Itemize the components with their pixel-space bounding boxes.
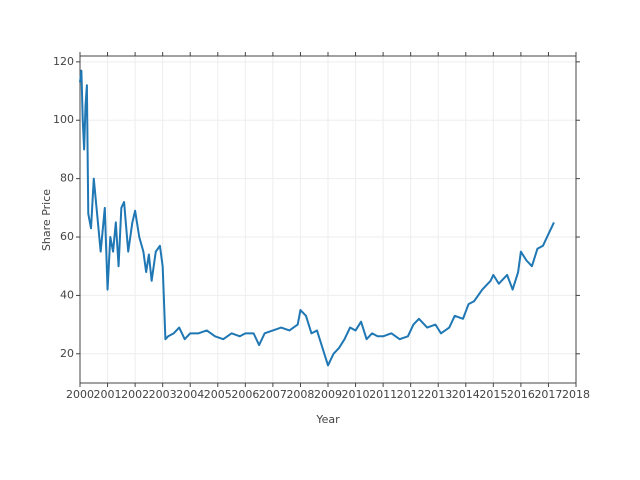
plot-frame [79, 55, 577, 384]
y-tick-label: 120 [53, 55, 74, 68]
x-tick-label: 2014 [452, 388, 480, 401]
y-tick-label: 80 [60, 172, 74, 185]
x-tick-label: 2016 [507, 388, 535, 401]
y-axis-label: Share Price [40, 189, 53, 251]
x-tick-label: 2013 [424, 388, 452, 401]
x-tick-label: 2009 [314, 388, 342, 401]
x-tick-label: 2012 [397, 388, 425, 401]
x-tick-label: 2015 [479, 388, 507, 401]
x-tick-label: 2018 [562, 388, 590, 401]
y-tick-label: 20 [60, 347, 74, 360]
x-tick-label: 2004 [176, 388, 204, 401]
x-tick-label: 2017 [534, 388, 562, 401]
x-tick-label: 2005 [204, 388, 232, 401]
y-tick-label: 100 [53, 113, 74, 126]
x-axis-label: Year [315, 413, 340, 426]
x-tick-label: 2010 [342, 388, 370, 401]
price-line [79, 69, 555, 367]
y-tick-label: 40 [60, 288, 74, 301]
x-tick-label: 2006 [231, 388, 259, 401]
x-tick-label: 2001 [94, 388, 122, 401]
y-tick-label: 60 [60, 230, 74, 243]
x-tick-label: 2011 [369, 388, 397, 401]
x-tick-label: 2000 [66, 388, 94, 401]
x-tick-label: 2003 [149, 388, 177, 401]
x-tick-label: 2008 [286, 388, 314, 401]
x-tick-label: 2007 [259, 388, 287, 401]
x-tick-label: 2002 [121, 388, 149, 401]
